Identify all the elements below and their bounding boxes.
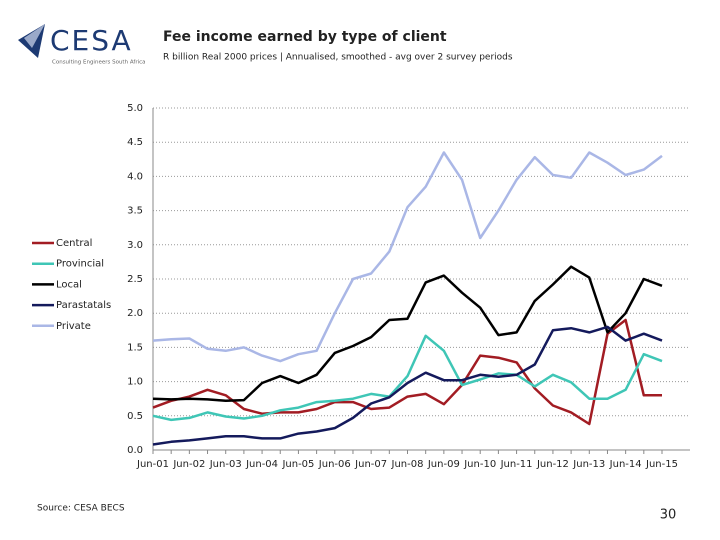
logo-icon-accent <box>24 24 45 48</box>
x-tick-label: Jun-06 <box>318 459 351 470</box>
x-tick-label: Jun-15 <box>645 459 678 470</box>
x-tick-label: Jun-03 <box>209 459 242 470</box>
x-tick-label: Jun-14 <box>609 459 642 470</box>
x-tick-label: Jun-07 <box>354 459 387 470</box>
y-tick-label: 5.0 <box>127 103 143 114</box>
y-tick-label: 0.5 <box>127 411 143 422</box>
legend-label: Provincial <box>56 259 104 270</box>
x-tick-label: Jun-12 <box>536 459 569 470</box>
y-tick-label: 4.0 <box>127 171 143 182</box>
y-tick-label: 0.0 <box>127 445 143 456</box>
x-tick-label: Jun-10 <box>463 459 496 470</box>
chart-title: Fee income earned by type of client <box>163 29 447 45</box>
page-number: 30 <box>660 508 677 523</box>
y-tick-label: 4.5 <box>127 137 143 148</box>
legend-label: Parastatals <box>56 300 111 311</box>
x-tick-label: Jun-11 <box>500 459 533 470</box>
series-line <box>152 318 662 426</box>
legend-label: Central <box>56 238 92 249</box>
y-tick-label: 3.5 <box>127 206 143 217</box>
series-line <box>152 265 663 403</box>
series-line <box>152 334 663 422</box>
chart-subtitle: R billion Real 2000 prices | Annualised,… <box>163 53 513 63</box>
x-tick-label: Jun-08 <box>391 459 424 470</box>
y-tick-label: 2.5 <box>127 274 143 285</box>
x-tick-label: Jun-09 <box>427 459 460 470</box>
series-line <box>152 325 663 446</box>
series-line <box>152 151 663 363</box>
x-tick-label: Jun-02 <box>172 459 205 470</box>
y-tick-label: 1.5 <box>127 342 143 353</box>
logo-tagline: Consulting Engineers South Africa <box>52 60 146 66</box>
x-tick-label: Jun-05 <box>281 459 314 470</box>
y-tick-label: 3.0 <box>127 240 143 251</box>
y-tick-label: 2.0 <box>127 308 143 319</box>
x-tick-label: Jun-04 <box>245 459 278 470</box>
legend-label: Local <box>56 279 82 290</box>
x-tick-label: Jun-01 <box>136 459 169 470</box>
x-tick-label: Jun-13 <box>572 459 605 470</box>
legend-label: Private <box>56 321 91 332</box>
y-tick-label: 1.0 <box>127 377 143 388</box>
source: Source: CESA BECS <box>37 504 125 514</box>
logo: CESA Consulting Engineers South Africa <box>18 24 146 66</box>
logo-name: CESA <box>50 24 133 57</box>
